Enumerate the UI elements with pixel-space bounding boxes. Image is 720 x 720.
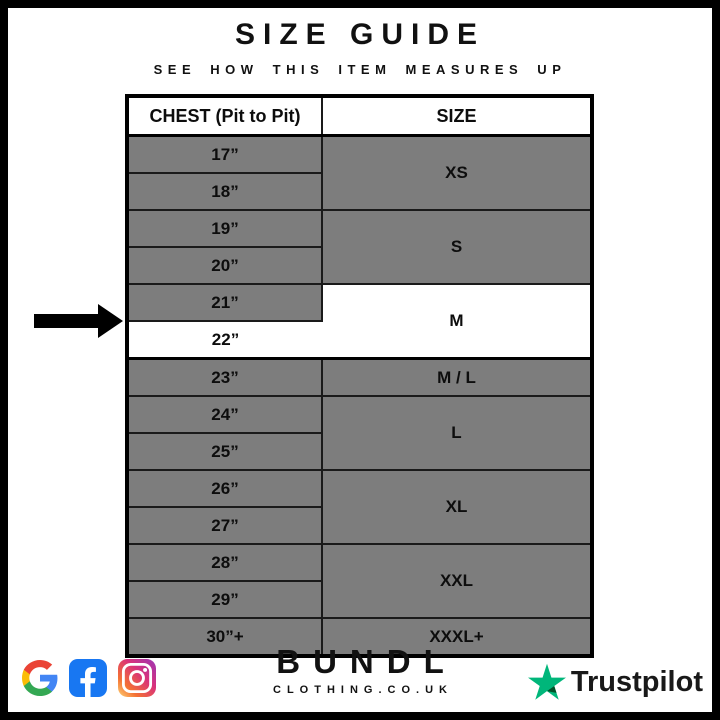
column-header-chest: CHEST (Pit to Pit): [126, 95, 323, 137]
chest-cell: 24”: [126, 395, 323, 434]
size-table: CHEST (Pit to Pit) SIZE 17” XS 18” 19” S…: [125, 94, 594, 658]
table-row: 21” M: [126, 283, 593, 360]
size-cell: XS: [321, 134, 593, 211]
table-row: 28” XXL: [126, 543, 593, 619]
chest-cell: 29”: [126, 580, 323, 619]
chest-cell: 26”: [126, 469, 323, 508]
size-cell: L: [321, 395, 593, 471]
trustpilot-logo: Trustpilot: [527, 663, 703, 701]
chest-cell: 25”: [126, 432, 323, 471]
table-row: 30”+ XXXL+: [126, 617, 593, 657]
size-cell: XXL: [321, 543, 593, 619]
table-row: 17” XS: [126, 134, 593, 211]
table-row-highlighted: 22”: [126, 320, 592, 360]
chest-cell: 28”: [126, 543, 323, 582]
facebook-icon: [69, 659, 107, 697]
brand-name: BUNDL: [276, 643, 457, 680]
chest-cell: 27”: [126, 506, 323, 545]
instagram-icon: [118, 659, 156, 697]
chest-cell: 17”: [126, 134, 323, 174]
trustpilot-label: Trustpilot: [570, 665, 703, 698]
page-subtitle: SEE HOW THIS ITEM MEASURES UP: [153, 62, 567, 77]
brand-logo: BUNDL CLOTHING.CO.UK: [8, 645, 712, 696]
table-row: 25”: [126, 432, 592, 471]
table-row: 23” M / L: [126, 357, 593, 397]
highlight-arrow-icon: [34, 304, 123, 338]
size-cell: S: [321, 209, 593, 285]
chest-cell: 18”: [126, 172, 323, 211]
trustpilot-star-icon: [527, 663, 566, 700]
social-icons: [22, 659, 156, 697]
table-row: 24” L: [126, 395, 593, 471]
chest-cell: 21”: [126, 283, 323, 322]
chest-cell-highlighted: 22”: [126, 320, 322, 360]
table-row: 26” XL: [126, 469, 593, 545]
table-row: 18”: [126, 172, 592, 211]
table-header-row: CHEST (Pit to Pit) SIZE: [126, 95, 593, 137]
chest-cell: 30”+: [126, 617, 323, 657]
chest-cell: 19”: [126, 209, 323, 248]
table-row: 20”: [126, 246, 592, 285]
size-cell-highlighted: M: [322, 283, 593, 360]
table-row: 19” S: [126, 209, 593, 285]
google-icon: [22, 660, 58, 696]
size-cell: M / L: [321, 357, 593, 397]
brand-domain: CLOTHING.CO.UK: [273, 684, 453, 696]
chest-cell: 23”: [126, 357, 323, 397]
table-row: 27”: [126, 506, 592, 545]
chest-cell: 20”: [126, 246, 323, 285]
table-row: 29”: [126, 580, 592, 619]
page-title: SIZE GUIDE: [234, 18, 486, 51]
column-header-size: SIZE: [321, 95, 593, 137]
size-cell: XXXL+: [321, 617, 593, 657]
size-cell: XL: [321, 469, 593, 545]
